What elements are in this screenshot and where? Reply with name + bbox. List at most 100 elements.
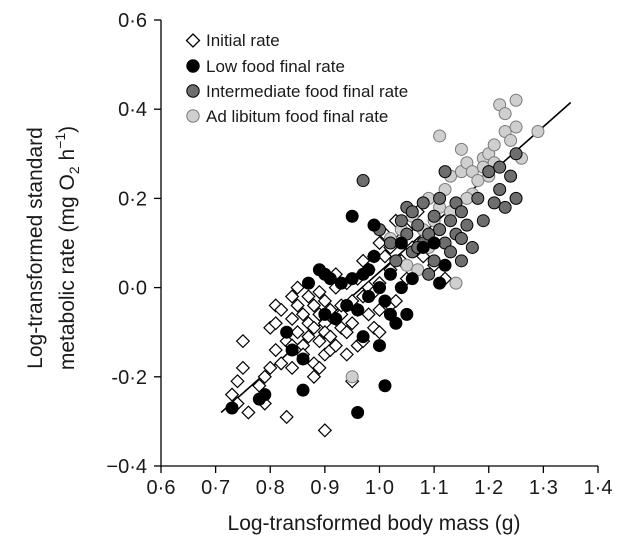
data-point [454, 205, 468, 219]
x-axis: 0·6 0·7 0·8 0·9 1·0 1·1 1·2 1·3 1·4 [147, 465, 613, 499]
legend-item-initial: Initial rate [185, 31, 280, 50]
data-point [394, 236, 408, 250]
data-point [433, 129, 447, 143]
data-point [362, 290, 376, 304]
data-point [454, 142, 468, 156]
data-point [427, 254, 441, 268]
data-point [383, 236, 397, 250]
series-low-food-final-rate [225, 209, 452, 419]
data-point [493, 160, 507, 174]
data-point [504, 133, 518, 147]
data-point [378, 379, 392, 393]
data-point [422, 267, 436, 281]
data-point [257, 369, 272, 384]
y-axis-label-line2: metabolic rate (mg O2 h−1) [52, 126, 82, 370]
x-tick-label: 1·2 [474, 477, 503, 499]
data-point [284, 311, 300, 326]
x-tick-label: 0·6 [147, 477, 176, 499]
data-point [498, 107, 512, 121]
data-point [285, 343, 299, 357]
data-point [372, 235, 387, 251]
data-point [345, 370, 359, 384]
data-point [433, 191, 447, 205]
data-point [306, 320, 322, 335]
y-axis-label-subscript: 2 [66, 166, 82, 174]
data-point [400, 307, 414, 321]
x-tick-label: 0·7 [201, 477, 230, 499]
legend-item-intermediate-food: Intermediate food final rate [186, 82, 408, 101]
data-point [318, 307, 332, 321]
data-point [482, 165, 496, 179]
data-point [427, 236, 441, 250]
data-point [487, 196, 501, 210]
data-point [280, 325, 294, 339]
data-point [449, 276, 463, 290]
data-point [405, 272, 419, 286]
x-tick-label: 0·9 [310, 477, 339, 499]
data-point [274, 302, 289, 318]
data-point [334, 276, 348, 290]
data-point [340, 298, 354, 312]
plot-area [220, 93, 572, 438]
data-point [405, 205, 419, 219]
data-point [471, 191, 485, 205]
data-point [268, 298, 283, 313]
data-point [493, 182, 507, 196]
data-point [498, 200, 512, 214]
legend-label-low-food: Low food final rate [206, 57, 345, 76]
data-point [225, 401, 239, 415]
data-point [361, 307, 376, 322]
x-tick-label: 0·8 [256, 477, 285, 499]
data-point [454, 254, 468, 268]
data-point [531, 125, 545, 138]
data-point [290, 325, 305, 340]
legend: Initial rate Low food final rate Interme… [185, 31, 408, 126]
data-point [345, 209, 359, 223]
data-point [284, 360, 300, 376]
data-point [438, 165, 452, 179]
data-point [263, 360, 278, 376]
legend-item-ad-libitum: Ad libitum food final rate [186, 107, 388, 126]
data-point [389, 254, 403, 268]
y-tick-label: −0·4 [106, 456, 147, 478]
data-point [296, 352, 310, 366]
data-point [329, 312, 343, 326]
data-point [345, 272, 359, 286]
data-point [389, 316, 403, 330]
data-point [433, 276, 447, 290]
data-point [241, 405, 256, 420]
legend-label-ad-libitum: Ad libitum food final rate [206, 107, 388, 126]
y-tick-label: -0·2 [111, 367, 147, 389]
data-point [317, 423, 333, 438]
legend-label-intermediate-food: Intermediate food final rate [206, 82, 408, 101]
data-point [394, 214, 408, 228]
legend-light-circle-icon [186, 109, 200, 123]
x-tick-label: 1·3 [529, 477, 558, 499]
data-point [301, 289, 316, 304]
data-point [334, 320, 349, 335]
x-tick-label: 1·4 [584, 477, 613, 499]
data-point [351, 405, 365, 419]
data-point [312, 284, 327, 300]
data-point [367, 249, 381, 263]
legend-item-low-food: Low food final rate [186, 57, 345, 76]
data-point [301, 329, 316, 344]
data-point [306, 369, 322, 384]
data-point [362, 263, 376, 277]
data-point [356, 330, 370, 344]
data-point [351, 303, 365, 317]
data-point [373, 339, 386, 353]
data-point [339, 325, 354, 340]
data-point [509, 120, 523, 134]
y-axis-label-main: metabolic rate (mg O [56, 174, 79, 370]
data-point [372, 325, 387, 340]
data-point [290, 298, 305, 313]
data-point [295, 307, 311, 322]
data-point [394, 281, 408, 295]
data-point [509, 191, 523, 205]
data-point [235, 333, 251, 349]
data-point [433, 223, 447, 237]
data-point [509, 147, 523, 161]
data-point [438, 258, 452, 272]
x-tick-label: 1·1 [420, 477, 449, 499]
